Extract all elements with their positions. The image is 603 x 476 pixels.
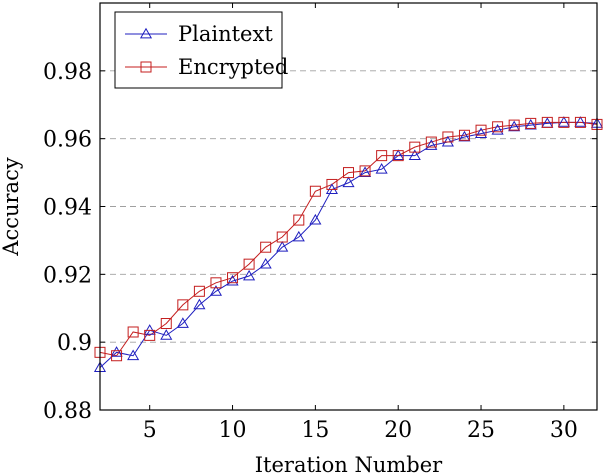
data-point-plaintext — [342, 176, 355, 188]
legend-entry-encrypted: Encrypted — [125, 55, 288, 79]
data-point-plaintext — [474, 127, 488, 138]
data-point-encrypted — [111, 350, 123, 362]
legend-label: Encrypted — [178, 55, 288, 79]
data-point-encrypted — [343, 167, 354, 179]
data-point-plaintext — [425, 139, 438, 150]
data-point-encrypted — [525, 117, 537, 129]
data-point-plaintext — [160, 329, 173, 340]
data-point-encrypted — [574, 116, 586, 128]
x-tick-label: 5 — [143, 418, 157, 443]
y-tick-label: 0.92 — [43, 263, 92, 288]
x-tick-label: 15 — [301, 418, 329, 443]
data-point-plaintext — [110, 346, 123, 357]
x-tick-label: 10 — [219, 418, 247, 443]
data-point-encrypted — [392, 150, 404, 162]
data-point-encrypted — [276, 231, 288, 243]
legend-box — [114, 11, 283, 89]
data-point-plaintext — [508, 120, 521, 132]
series-lines — [99, 121, 598, 368]
data-point-encrypted — [508, 119, 520, 131]
legend-label: Plaintext — [178, 22, 273, 46]
data-point-encrypted — [227, 272, 239, 284]
data-point-plaintext — [458, 130, 471, 142]
data-point-plaintext — [243, 269, 256, 281]
legend-entry-plaintext: Plaintext — [125, 22, 273, 46]
grid-lines — [100, 70, 597, 343]
data-point-encrypted — [243, 258, 255, 270]
y-tick-label: 0.88 — [43, 399, 92, 424]
data-point-plaintext — [209, 285, 223, 296]
data-point-plaintext — [276, 240, 289, 252]
data-point-plaintext — [226, 274, 239, 286]
x-tick-label: 25 — [467, 418, 495, 443]
data-point-encrypted — [359, 165, 371, 177]
data-point-plaintext — [441, 135, 454, 147]
data-point-encrypted — [293, 214, 305, 226]
y-tick-label: 0.9 — [57, 331, 92, 356]
y-tick-label: 0.96 — [43, 128, 92, 153]
y-tick-label: 0.94 — [43, 196, 92, 221]
data-point-encrypted — [144, 329, 156, 341]
legend: Plaintext Encrypted — [114, 11, 288, 89]
data-point-plaintext — [574, 116, 587, 127]
legend-entries: Plaintext Encrypted — [125, 22, 288, 79]
x-axis-title: Iteration Number — [255, 453, 443, 476]
data-point-plaintext — [193, 298, 206, 310]
data-point-encrypted — [376, 150, 388, 162]
data-point-encrypted — [193, 285, 205, 297]
data-point-encrypted — [492, 121, 504, 133]
data-point-encrypted — [475, 124, 487, 136]
series-line-encrypted — [99, 121, 598, 357]
x-tick-label: 20 — [384, 418, 412, 443]
data-point-plaintext — [491, 123, 504, 135]
data-point-plaintext — [375, 162, 388, 174]
x-tick-label: 30 — [550, 418, 578, 443]
data-point-encrypted — [177, 299, 189, 311]
data-point-encrypted — [442, 131, 454, 143]
data-point-plaintext — [259, 257, 272, 269]
data-point-plaintext — [292, 230, 305, 242]
data-point-plaintext — [557, 116, 570, 127]
y-tick-label: 0.98 — [43, 60, 92, 85]
data-point-plaintext — [309, 213, 322, 225]
data-point-plaintext — [392, 149, 405, 161]
y-axis-title: Accuracy — [0, 157, 23, 257]
series-markers — [93, 116, 603, 373]
data-point-plaintext — [176, 317, 189, 328]
axis-ticks: 5 10 15 20 25 30 0.88 0.9 0.92 0.94 0.96 0.98 — [43, 3, 597, 443]
data-point-plaintext — [524, 118, 537, 130]
data-point-encrypted — [409, 141, 421, 153]
data-point-encrypted — [127, 326, 139, 338]
data-point-encrypted — [458, 129, 470, 141]
data-point-plaintext — [408, 149, 421, 161]
data-point-encrypted — [558, 116, 570, 128]
data-point-plaintext — [359, 166, 372, 177]
legend-marker-triangle — [139, 27, 153, 39]
data-point-encrypted — [260, 241, 272, 253]
data-point-plaintext — [143, 324, 156, 335]
series-line-plaintext — [99, 121, 598, 368]
data-point-encrypted — [541, 116, 553, 128]
data-point-encrypted — [425, 136, 437, 148]
data-point-encrypted — [326, 178, 338, 190]
legend-marker-square — [140, 61, 152, 73]
data-point-encrypted — [309, 185, 321, 197]
data-point-plaintext — [325, 183, 338, 194]
data-point-encrypted — [210, 277, 222, 289]
data-point-encrypted — [160, 318, 172, 330]
data-point-plaintext — [127, 349, 140, 361]
